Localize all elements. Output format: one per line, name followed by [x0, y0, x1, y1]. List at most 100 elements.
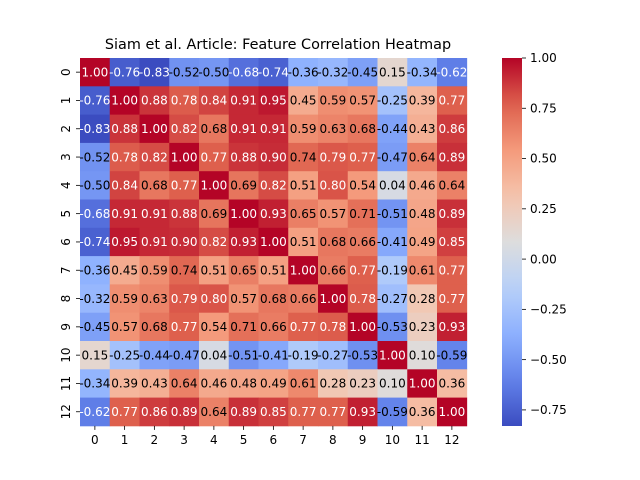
- cell-value-label: 0.64: [201, 405, 228, 419]
- cell-value-label: 0.66: [349, 235, 376, 249]
- cell-value-label: 0.51: [201, 263, 228, 277]
- cell-value-label: 0.23: [409, 320, 436, 334]
- x-axis-ticks: 0 1 2 3 4 5 6 7 8 9 10 11 12: [91, 425, 460, 447]
- x-tick-label: 12: [444, 433, 459, 447]
- cell-value-label: -0.34: [79, 377, 110, 391]
- heatmap-cell: [437, 199, 468, 229]
- heatmap-cell: [169, 312, 200, 342]
- cell-value-label: 0.93: [230, 235, 257, 249]
- heatmap-cell: [139, 341, 170, 370]
- cell-value-label: 0.89: [439, 207, 466, 221]
- cell-value-label: 0.68: [141, 179, 168, 193]
- cell-value-label: 0.91: [260, 122, 287, 136]
- cell-value-label: 0.77: [290, 405, 317, 419]
- heatmap-cell: [377, 227, 408, 257]
- cell-value-label: 1.00: [320, 292, 347, 306]
- heatmap-cell: [169, 171, 200, 200]
- cell-value-label: 0.15: [379, 65, 406, 79]
- heatmap-cell: [228, 86, 259, 115]
- heatmap-cell: [109, 142, 140, 172]
- cell-value-label: 0.65: [230, 263, 257, 277]
- cell-value-label: 0.74: [290, 150, 317, 164]
- heatmap-cell: [318, 341, 349, 370]
- heatmap-cell: [109, 369, 140, 398]
- heatmap-cell: [407, 284, 438, 314]
- cell-value-label: -0.44: [377, 122, 408, 136]
- cell-value-label: 0.82: [171, 122, 198, 136]
- heatmap-cell: [139, 171, 170, 200]
- cell-value-label: 1.00: [82, 65, 109, 79]
- heatmap-cell: [109, 227, 140, 257]
- cell-value-label: 0.51: [290, 235, 317, 249]
- heatmap-cell: [169, 284, 200, 314]
- cell-value-label: -0.44: [139, 348, 170, 362]
- cell-value-label: -0.52: [169, 65, 200, 79]
- cell-value-label: -0.62: [79, 405, 110, 419]
- cell-value-label: 0.74: [171, 263, 198, 277]
- heatmap-cell: [318, 199, 349, 229]
- y-tick-label: 11: [59, 376, 73, 391]
- heatmap-cell: [228, 312, 259, 342]
- cell-value-label: 0.49: [260, 377, 287, 391]
- heatmap-cell: [377, 58, 408, 87]
- cell-value-label: 0.93: [439, 320, 466, 334]
- heatmap-cell: [288, 171, 319, 200]
- colorbar-tick-label: 0.50: [530, 152, 557, 166]
- heatmap-cell: [377, 369, 408, 398]
- cell-value-label: 0.10: [379, 377, 406, 391]
- cell-value-label: -0.25: [377, 94, 408, 108]
- heatmap-cell: [407, 142, 438, 172]
- cell-value-label: 0.68: [201, 122, 228, 136]
- cell-value-label: 1.00: [290, 263, 317, 277]
- heatmap-cell: [258, 397, 289, 427]
- heatmap-cell: [228, 114, 259, 144]
- heatmap-cell: [318, 142, 349, 172]
- heatmap-cell: [109, 256, 140, 285]
- heatmap-cell: [258, 227, 289, 257]
- heatmap-cell: [80, 142, 111, 172]
- heatmap-cell: [437, 86, 468, 115]
- cell-value-label: 0.77: [201, 150, 228, 164]
- cell-value-label: -0.50: [79, 179, 110, 193]
- cell-value-label: 0.90: [171, 235, 198, 249]
- cell-value-label: 0.59: [320, 94, 347, 108]
- heatmap-cell: [258, 312, 289, 342]
- cell-value-label: 0.69: [230, 179, 257, 193]
- cell-value-label: 0.51: [260, 263, 287, 277]
- cell-value-label: 0.90: [260, 150, 287, 164]
- heatmap-cell: [318, 58, 349, 87]
- heatmap-cell: [80, 284, 111, 314]
- heatmap-cell: [199, 369, 230, 398]
- y-tick-label: 12: [59, 404, 73, 419]
- cell-value-label: 0.59: [111, 292, 138, 306]
- cell-value-label: -0.68: [228, 65, 259, 79]
- heatmap-cell: [80, 256, 111, 285]
- y-tick-label: 5: [59, 210, 73, 218]
- heatmap-cell: [407, 369, 438, 398]
- cell-value-label: -0.25: [109, 348, 140, 362]
- heatmap-cell: [407, 312, 438, 342]
- cell-value-label: 0.89: [439, 150, 466, 164]
- cell-value-label: 0.63: [141, 292, 168, 306]
- heatmap-cell: [318, 171, 349, 200]
- cell-value-label: 0.88: [171, 207, 198, 221]
- heatmap-cell: [318, 256, 349, 285]
- heatmap-cell: [199, 114, 230, 144]
- cell-value-label: 0.04: [379, 179, 406, 193]
- heatmap-cell: [258, 171, 289, 200]
- heatmap-cell: [199, 256, 230, 285]
- heatmap-cell: [109, 312, 140, 342]
- heatmap-cell: [347, 86, 378, 115]
- heatmap-cell: [258, 256, 289, 285]
- heatmap-cell: [228, 227, 259, 257]
- heatmap-cell: [228, 142, 259, 172]
- heatmap-cells: [80, 58, 468, 427]
- cell-value-label: -0.51: [377, 207, 408, 221]
- heatmap-cell: [347, 256, 378, 285]
- cell-value-label: -0.32: [79, 292, 110, 306]
- heatmap-cell: [169, 227, 200, 257]
- x-tick-label: 1: [121, 433, 129, 447]
- heatmap-cell: [258, 142, 289, 172]
- cell-value-label: 0.59: [290, 122, 317, 136]
- heatmap-cell: [288, 256, 319, 285]
